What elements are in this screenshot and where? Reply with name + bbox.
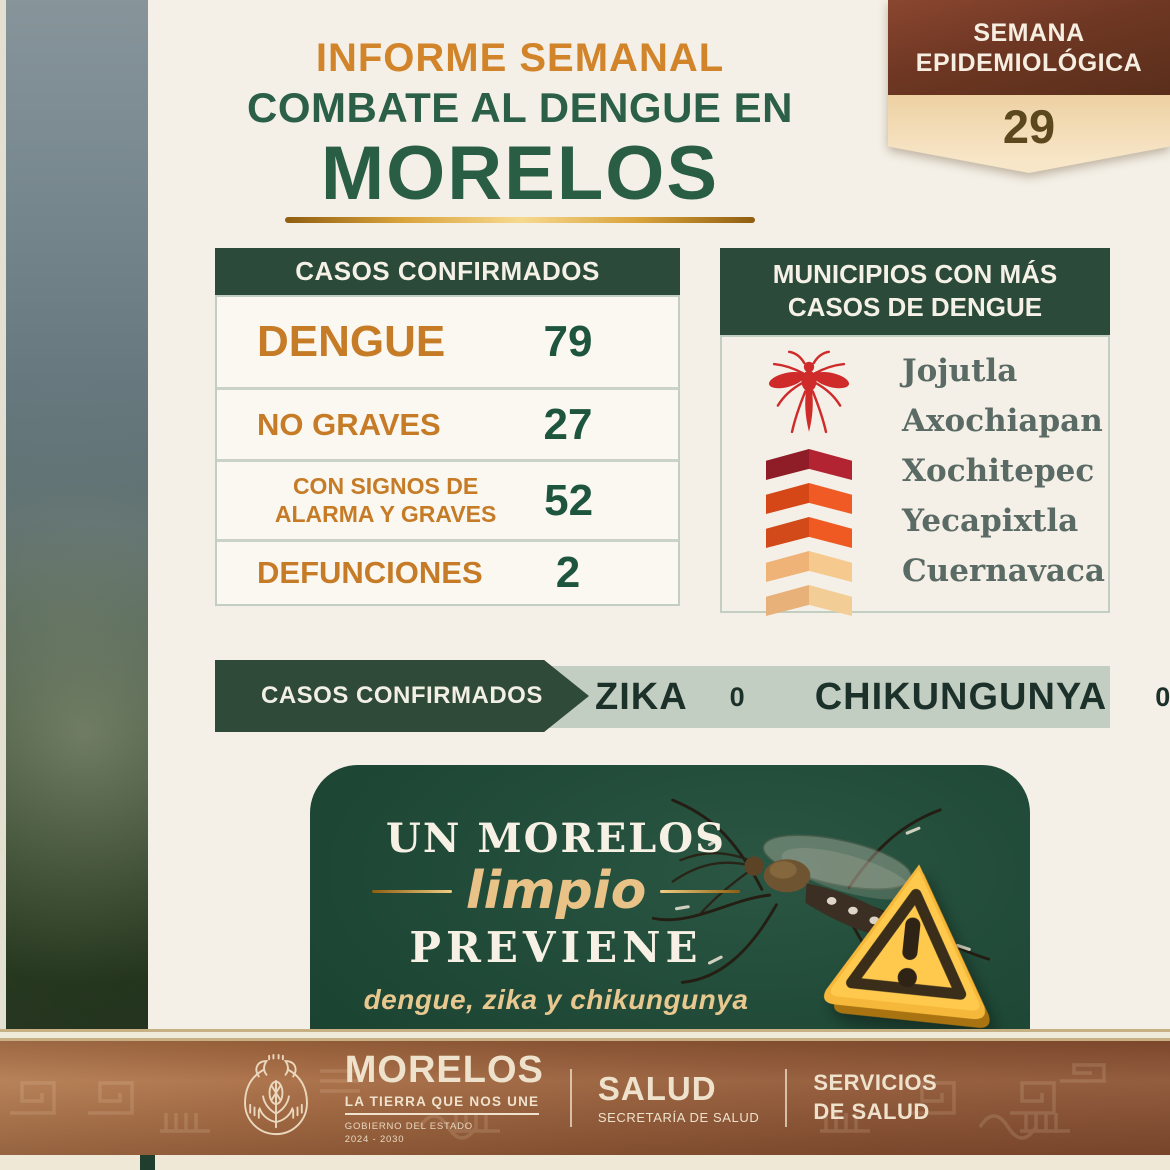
badge-line1: SEMANA bbox=[973, 18, 1085, 47]
servicios-line1: SERVICIOS bbox=[813, 1070, 938, 1096]
gold-line-right bbox=[660, 889, 741, 893]
brand-tagline: LA TIERRA QUE NOS UNE bbox=[344, 1094, 540, 1115]
row-value: 2 bbox=[555, 548, 581, 597]
row-label: DEFUNCIONES bbox=[257, 555, 483, 590]
ranking-chevron-5 bbox=[766, 585, 852, 616]
ranking-graphic bbox=[734, 349, 884, 616]
warning-triangle-icon bbox=[824, 864, 990, 1028]
salud-block: SALUD SECRETARÍA DE SALUD bbox=[598, 1072, 759, 1125]
municipalities-body: Jojutla Axochiapan Xochitepec Yecapixtla… bbox=[720, 335, 1110, 616]
mosquito-icon bbox=[768, 350, 850, 434]
week-number: 29 bbox=[888, 95, 1170, 173]
title-morelos: MORELOS bbox=[320, 131, 720, 216]
green-corner-chip bbox=[140, 1155, 155, 1170]
list-item: Yecapixtla bbox=[902, 503, 1079, 539]
salud-title: SALUD bbox=[597, 1069, 717, 1107]
salud-subtitle: SECRETARÍA DE SALUD bbox=[597, 1109, 760, 1125]
mosquito-photo bbox=[651, 798, 991, 1000]
table-row: DENGUE 79 bbox=[217, 297, 678, 390]
gold-line-left bbox=[371, 889, 452, 893]
ribbon-band: ZIKA 0 CHIKUNGUNYA 0 bbox=[380, 666, 1170, 728]
table-row: NO GRAVES 27 bbox=[217, 390, 678, 462]
list-item: Jojutla bbox=[902, 353, 1018, 389]
prevention-slogan: UN MORELOS limpio PREVIENE dengue, zika … bbox=[338, 815, 774, 1016]
ranking-chevron-3 bbox=[766, 517, 852, 548]
gold-divider-lines bbox=[0, 1029, 1170, 1041]
confirmed-cases-header: CASOS CONFIRMADOS bbox=[215, 248, 680, 295]
top-municipalities-panel: MUNICIPIOS CON MÁS CASOS DE DENGUE bbox=[720, 248, 1110, 616]
table-row: DEFUNCIONES 2 bbox=[217, 542, 678, 604]
ribbon-arrow-label: CASOS CONFIRMADOS bbox=[215, 660, 589, 732]
page-title: INFORME SEMANAL COMBATE AL DENGUE EN MOR… bbox=[240, 36, 800, 223]
chikungunya-value: 0 bbox=[1155, 681, 1170, 712]
zika-label: ZIKA bbox=[595, 675, 688, 718]
ranking-chevron-1 bbox=[766, 449, 852, 480]
servicios-block: SERVICIOS DE SALUD bbox=[813, 1069, 937, 1126]
municipalities-header-line1: MUNICIPIOS CON MÁS bbox=[772, 259, 1058, 289]
slogan-line1: UN MORELOS bbox=[385, 815, 727, 862]
slogan-diseases: dengue, zika y chikungunya bbox=[363, 983, 749, 1015]
week-badge: SEMANA EPIDEMIOLÓGICA 29 bbox=[888, 0, 1170, 173]
ranking-chevron-stack bbox=[766, 449, 852, 616]
brand-morelos: MORELOS bbox=[344, 1049, 544, 1091]
row-label: CON SIGNOS DE ALARMA Y GRAVES bbox=[274, 472, 497, 527]
zika-value: 0 bbox=[729, 681, 745, 712]
list-item: Xochitepec bbox=[902, 453, 1095, 489]
slogan-previene: PREVIENE bbox=[409, 922, 703, 972]
row-value: 79 bbox=[543, 317, 593, 366]
footer-divider bbox=[785, 1069, 788, 1127]
municipalities-header-line2: CASOS DE DENGUE bbox=[787, 291, 1043, 322]
ranking-chevron-2 bbox=[766, 483, 852, 514]
municipalities-header: MUNICIPIOS CON MÁS CASOS DE DENGUE bbox=[720, 248, 1110, 335]
ribbon-label-text: CASOS CONFIRMADOS bbox=[261, 682, 543, 709]
gold-underline bbox=[285, 217, 755, 223]
morelos-brand-block: MORELOS LA TIERRA QUE NOS UNE GOBIERNO D… bbox=[344, 1049, 544, 1145]
footer-content: MORELOS LA TIERRA QUE NOS UNE GOBIERNO D… bbox=[0, 1041, 1170, 1155]
title-combate-dengue: COMBATE AL DENGUE EN bbox=[247, 84, 793, 131]
government-footer: MORELOS LA TIERRA QUE NOS UNE GOBIERNO D… bbox=[0, 1041, 1170, 1155]
brand-government: GOBIERNO DEL ESTADO bbox=[344, 1121, 473, 1132]
list-item: Cuernavaca bbox=[902, 553, 1105, 589]
morelos-emblem bbox=[243, 1054, 308, 1135]
week-badge-title: SEMANA EPIDEMIOLÓGICA bbox=[888, 0, 1170, 95]
zika-chikungunya-ribbon: ZIKA 0 CHIKUNGUNYA 0 CASOS CONFIRMADOS bbox=[215, 660, 1170, 732]
row-value: 52 bbox=[544, 475, 594, 525]
brand-period: 2024 - 2030 bbox=[344, 1134, 405, 1145]
ranking-chevron-4 bbox=[766, 551, 852, 582]
chikungunya-label: CHIKUNGUNYA bbox=[814, 675, 1108, 718]
list-item: Axochiapan bbox=[902, 403, 1103, 439]
aztec-pattern bbox=[10, 1063, 1106, 1140]
badge-line2: EPIDEMIOLÓGICA bbox=[915, 48, 1143, 77]
slogan-line2-wrap: limpio bbox=[338, 864, 774, 919]
background-landscape-photo bbox=[0, 0, 148, 1048]
title-informe-semanal: INFORME SEMANAL bbox=[315, 36, 725, 80]
footer-divider bbox=[569, 1069, 572, 1127]
table-row: CON SIGNOS DE ALARMA Y GRAVES 52 bbox=[217, 462, 678, 542]
municipality-list: Jojutla Axochiapan Xochitepec Yecapixtla… bbox=[884, 349, 1108, 597]
bottom-cream-strip bbox=[0, 1155, 1170, 1170]
row-value: 27 bbox=[543, 399, 593, 449]
confirmed-cases-body: DENGUE 79 NO GRAVES 27 CON SIGNOS DE ALA… bbox=[215, 295, 680, 606]
confirmed-cases-table: CASOS CONFIRMADOS DENGUE 79 NO GRAVES 27… bbox=[215, 248, 680, 606]
slogan-limpio: limpio bbox=[465, 861, 647, 921]
row-label: DENGUE bbox=[257, 317, 446, 366]
row-label: NO GRAVES bbox=[257, 406, 441, 442]
servicios-line2: DE SALUD bbox=[813, 1099, 930, 1124]
prevention-banner: UN MORELOS limpio PREVIENE dengue, zika … bbox=[310, 765, 1030, 1048]
